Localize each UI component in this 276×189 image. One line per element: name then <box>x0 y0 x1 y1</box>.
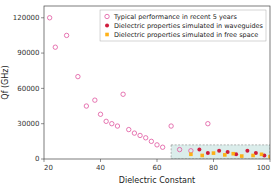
legend-label: Dielectric properties simulated in waveg… <box>114 22 264 30</box>
point <box>149 139 153 143</box>
point <box>84 104 88 108</box>
point <box>144 136 148 140</box>
point <box>160 145 164 149</box>
x-tick <box>213 159 214 162</box>
y-tick-label: 120000 <box>13 14 40 22</box>
point <box>251 154 255 158</box>
y-tick <box>41 159 44 160</box>
point <box>189 149 193 153</box>
x-tick <box>157 159 158 162</box>
x-axis-label: Dielectric Constant <box>119 176 195 185</box>
y-tick-label: 30000 <box>17 120 39 128</box>
legend: Typical performance in recent 5 yearsDie… <box>100 10 266 41</box>
point <box>240 154 244 158</box>
series <box>189 151 270 158</box>
x-tick-label: 60 <box>153 164 162 172</box>
plot-background <box>44 6 270 159</box>
point <box>245 149 249 153</box>
point <box>177 147 181 151</box>
y-axis-label: Qf (GHz) <box>1 65 10 99</box>
plot-frame <box>44 6 270 159</box>
y-tick-label: 0 <box>35 155 39 163</box>
shaded-region <box>171 145 270 159</box>
point <box>200 154 204 158</box>
legend-swatch <box>105 24 109 28</box>
point <box>223 153 227 157</box>
point <box>64 33 68 37</box>
y-tick <box>41 123 44 124</box>
series <box>197 148 266 158</box>
point <box>197 148 201 152</box>
point <box>189 152 193 156</box>
point <box>115 124 119 128</box>
legend-swatch <box>105 33 109 37</box>
point <box>127 127 131 131</box>
point <box>53 45 57 49</box>
y-tick <box>41 53 44 54</box>
point <box>231 152 235 156</box>
point <box>98 112 102 116</box>
point <box>212 151 216 155</box>
point <box>93 98 97 102</box>
x-tick-label: 40 <box>96 164 105 172</box>
marks <box>47 16 270 159</box>
point <box>260 152 264 156</box>
legend-box <box>100 10 266 41</box>
point <box>121 92 125 96</box>
point <box>76 74 80 78</box>
y-tick <box>41 88 44 89</box>
point <box>217 149 221 153</box>
legend-label: Dielectric properties simulated in free … <box>114 31 258 39</box>
x-tick <box>270 159 271 162</box>
chart: 20 40 60 80 100 0 30000 60000 90000 120000 Dielect… <box>0 0 276 189</box>
point <box>169 124 173 128</box>
x-tick <box>44 159 45 162</box>
x-tick <box>100 159 101 162</box>
point <box>47 16 51 20</box>
x-tick-label: 20 <box>44 164 53 172</box>
y-tick-label: 90000 <box>17 49 39 57</box>
point <box>155 143 159 147</box>
x-tick-label: 80 <box>209 164 218 172</box>
y-tick <box>41 17 44 18</box>
y-tick-label: 60000 <box>17 85 39 93</box>
x-tick-label: 100 <box>257 164 270 172</box>
point <box>206 151 210 155</box>
point <box>206 121 210 125</box>
point <box>110 121 114 125</box>
legend-label: Typical performance in recent 5 years <box>113 13 237 21</box>
point <box>132 131 136 135</box>
axes: 20 40 60 80 100 0 30000 60000 90000 120000 <box>13 14 270 172</box>
point <box>104 119 108 123</box>
point <box>138 133 142 137</box>
legend-swatch <box>105 14 109 18</box>
